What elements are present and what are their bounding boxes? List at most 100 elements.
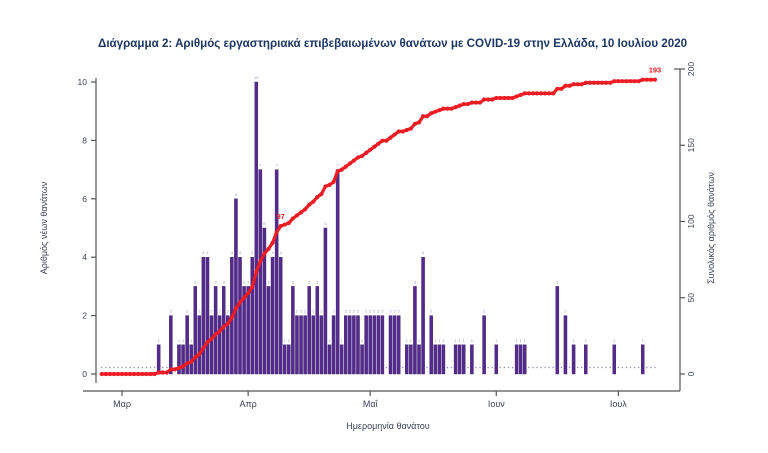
cumulative-point [180,364,186,369]
bar-value-label: 2 [345,309,348,314]
daily-deaths-bar [315,286,320,375]
zero-day-dot [145,366,148,369]
zero-day-dot [552,366,555,369]
cumulative-point [132,371,137,377]
cumulative-point [416,120,422,125]
daily-deaths-bar [640,344,645,375]
bar-value-label: 1 [524,338,527,343]
daily-deaths-bar [462,344,466,375]
cumulative-point [99,371,104,377]
cumulative-point [380,138,385,143]
cumulative-point [193,355,198,360]
daily-deaths-bar [409,344,413,375]
daily-deaths-bar [523,344,527,375]
zero-day-dot [621,366,624,369]
right-axis-tick-label: 150 [686,138,696,152]
bar-value-label: 4 [280,250,283,255]
cumulative-point [591,80,597,85]
daily-deaths-bar [246,286,250,375]
daily-deaths-bar [283,344,287,375]
x-axis-title: Ημερομηνία θανάτου [346,421,430,431]
cumulative-point [510,95,515,101]
zero-day-dot [511,366,514,369]
cumulative-point [502,95,507,101]
cumulative-point [624,79,629,84]
month-tick-label: Ιουν [488,399,505,409]
daily-deaths-bar [177,344,181,375]
daily-deaths-bar [307,286,311,375]
cumulative-point [254,269,259,274]
zero-day-dot [446,366,449,369]
daily-deaths-bar [470,344,474,375]
left-axis-tick-label: 2 [82,311,87,321]
bar-value-label: 1 [442,338,445,343]
line-annotations-layer: 97 193 [277,66,662,221]
daily-deaths-bar [291,286,295,375]
cumulative-point [339,167,344,172]
cumulative-point [140,371,145,377]
zero-day-dot [507,366,510,369]
cumulative-point [506,95,511,101]
zero-day-dot [491,366,494,369]
month-tick-label: Μαΐ [363,399,379,409]
cumulative-point [632,79,637,84]
zero-day-dot [540,366,542,369]
zero-day-dot [646,366,648,369]
cumulative-point [185,361,190,366]
daily-deaths-bar [396,315,401,375]
daily-deaths-bar [364,315,368,375]
zero-day-dot [609,366,611,369]
cumulative-point [420,114,426,119]
left-axis-tick-label: 8 [82,135,87,145]
bar-value-label: 1 [572,338,575,343]
bar-value-label: 2 [353,309,356,314]
zero-day-dot [165,366,168,369]
bar-value-label: 2 [377,309,380,314]
daily-deaths-bars-layer [156,81,645,375]
bar-value-label: 2 [332,309,335,314]
daily-deaths-bar [360,344,364,375]
bar-value-label: 2 [296,309,299,314]
zero-day-dot [617,366,620,369]
daily-deaths-bar [392,315,397,375]
left-axis-title: Αριθμός νέων θανάτων [39,181,49,274]
daily-deaths-bar [303,315,307,375]
cumulative-point [628,79,633,84]
zero-day-dot [532,366,534,369]
daily-deaths-bar [185,315,189,375]
bar-value-label: 3 [243,279,246,284]
cumulative-point [168,367,173,372]
cumulative-point [225,321,230,326]
daily-deaths-bar [217,315,222,375]
daily-deaths-bar [453,344,458,375]
cumulative-point [640,77,645,82]
cumulative-point [392,132,397,137]
bar-value-label: 1 [495,338,498,343]
cumulative-point [103,371,108,377]
bar-value-label: 1 [328,338,331,343]
zero-day-dot [536,366,538,369]
cumulative-point [616,79,621,84]
cumulative-point [494,95,499,101]
cumulative-line-layer [99,77,658,377]
cumulative-point [323,184,328,189]
daily-deaths-bar [433,344,438,375]
daily-deaths-bar [344,315,348,375]
cumulative-point [351,158,357,163]
cumulative-point [396,129,401,134]
cumulative-point [412,121,418,126]
daily-deaths-bar [169,315,173,375]
cumulative-point [258,259,263,264]
right-axis-tick-label: 200 [686,62,696,76]
bar-value-label: 1 [463,338,466,343]
zero-day-dot [475,366,477,369]
cumulative-point [555,86,560,91]
bar-value-label: 2 [219,309,222,314]
daily-deaths-bar [287,344,291,375]
bar-value-label: 7 [276,163,279,168]
cumulative-point [176,365,182,370]
daily-deaths-bar [348,315,352,375]
cumulative-point [652,77,658,82]
left-axis-tick-label: 0 [82,369,87,379]
